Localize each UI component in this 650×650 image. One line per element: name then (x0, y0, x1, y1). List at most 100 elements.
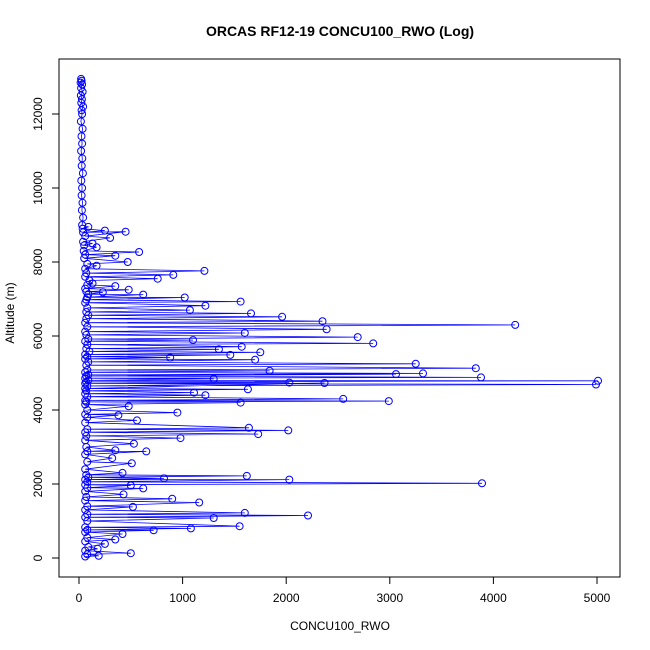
data-point (242, 471, 251, 480)
x-axis: 0 1000 2000 3000 4000 5000 (76, 576, 611, 605)
data-point (369, 339, 378, 348)
y-tick-label: 10000 (31, 171, 45, 205)
data-point (92, 261, 101, 270)
data-point (78, 169, 87, 178)
data-point (235, 522, 244, 531)
data-point (98, 288, 107, 297)
data-point (81, 400, 90, 409)
data-point (83, 322, 92, 331)
data-point (81, 475, 90, 484)
data-point (226, 350, 235, 359)
data-point (126, 549, 135, 558)
data-point (111, 535, 120, 544)
data-point (209, 374, 218, 383)
data-point (139, 290, 148, 299)
x-tick-label: 5000 (584, 591, 611, 605)
data-point (237, 342, 246, 351)
data-point (82, 287, 91, 296)
data-point (77, 147, 86, 155)
y-tick-label: 2000 (31, 470, 45, 497)
data-point (240, 329, 249, 337)
data-point (128, 502, 137, 511)
data-point (176, 434, 185, 443)
data-point (160, 474, 168, 483)
data-point (265, 366, 274, 375)
plot-frame (58, 58, 621, 578)
data-point (81, 250, 90, 259)
data-point (81, 523, 90, 532)
data-point (78, 224, 87, 233)
data-point (168, 494, 177, 503)
data-point (251, 355, 260, 364)
data-point (81, 264, 90, 273)
data-point (78, 110, 87, 118)
data-point (285, 378, 294, 387)
data-point (76, 117, 85, 126)
data-point (80, 241, 89, 250)
data-point (100, 539, 109, 548)
data-point (79, 102, 88, 111)
data-point (83, 366, 92, 374)
data-point (81, 487, 90, 496)
data-point (81, 379, 90, 388)
data-point (214, 345, 223, 354)
chart-title: ORCAS RF12-19 CONCU100_RWO (Log) (206, 23, 474, 39)
data-point (83, 550, 92, 559)
data-point (320, 379, 329, 387)
data-point (247, 309, 255, 318)
x-tick-label: 2000 (273, 591, 300, 605)
data-point (77, 161, 86, 170)
data-point (166, 353, 175, 362)
data-point (82, 492, 91, 501)
data-point (186, 524, 195, 533)
data-point (81, 350, 90, 359)
data-point (201, 301, 210, 310)
data-point (195, 498, 204, 507)
data-point (236, 297, 245, 306)
data-point (339, 394, 348, 403)
data-point (111, 446, 120, 455)
data-point (78, 124, 87, 133)
data-point (111, 282, 120, 291)
data-point (78, 139, 87, 148)
data-point (94, 551, 103, 560)
data-point (153, 274, 162, 283)
data-point (149, 526, 158, 535)
data-point (81, 465, 90, 474)
data-point (81, 428, 90, 437)
y-tick-label: 12000 (31, 97, 45, 131)
data-point (81, 318, 90, 327)
data-point (124, 402, 133, 411)
data-point (353, 333, 362, 342)
data-point (81, 552, 90, 561)
data-point (471, 364, 480, 373)
data-point (83, 525, 92, 534)
data-point (240, 508, 249, 517)
data-point (142, 447, 151, 456)
data-point (419, 369, 427, 378)
x-tick-label: 1000 (169, 591, 196, 605)
data-point (82, 431, 91, 440)
data-point (278, 312, 287, 321)
data-point (384, 397, 393, 406)
data-point (81, 327, 90, 336)
data-point (77, 106, 86, 115)
data-point (106, 233, 115, 242)
data-point (139, 484, 148, 493)
data-point (83, 340, 92, 349)
x-tick-label: 4000 (480, 591, 507, 605)
data-point (119, 490, 128, 499)
data-point (169, 270, 178, 279)
data-point (83, 382, 92, 390)
data-point (81, 298, 90, 307)
data-point (127, 459, 136, 468)
data-point (322, 325, 331, 334)
data-point (83, 259, 92, 268)
data-point (201, 391, 210, 400)
y-tick-label: 4000 (31, 396, 45, 423)
data-point (79, 213, 88, 222)
data-point (81, 450, 90, 459)
y-tick-label: 8000 (31, 248, 45, 275)
y-tick-label: 0 (31, 554, 45, 561)
data-point (135, 248, 144, 256)
